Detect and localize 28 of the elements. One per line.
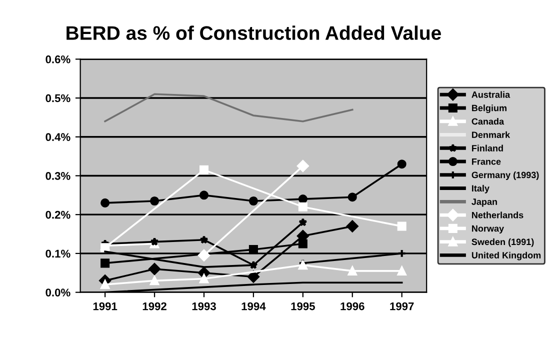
legend-label: Germany (1993): [472, 172, 539, 180]
x-tick-label: 1997: [390, 302, 414, 310]
x-tick-label: 1996: [340, 302, 364, 310]
y-tick-label: 0.0%: [46, 288, 70, 296]
x-tick-label: 1991: [93, 302, 118, 310]
x-tick-label: 1993: [192, 302, 216, 310]
chart-title: BERD as % of Construction Added Value: [66, 26, 441, 40]
legend-label: Australia: [472, 91, 510, 98]
x-tick-label: 1994: [242, 302, 266, 310]
y-tick-label: 0.3%: [46, 172, 70, 180]
y-tick-label: 0.5%: [46, 94, 70, 102]
y-tick-label: 0.1%: [46, 250, 70, 258]
legend-label: Denmark: [472, 131, 510, 138]
legend-label: Italy: [472, 184, 490, 194]
legend-label: Norway: [472, 225, 504, 234]
x-tick-label: 1995: [291, 302, 315, 310]
legend-label: Belgium: [472, 104, 506, 114]
legend-label: Finland: [472, 144, 503, 152]
legend-label: Sweden (1991): [472, 238, 534, 247]
legend-label: Japan: [472, 198, 497, 207]
legend-label: Canada: [472, 118, 504, 125]
x-tick-label: 1992: [142, 302, 166, 310]
legend-label: United Kingdom: [472, 252, 541, 260]
y-tick-label: 0.4%: [46, 133, 70, 142]
legend-label: Netherlands: [472, 212, 524, 218]
legend-label: France: [472, 158, 501, 165]
y-tick-label: 0.6%: [46, 55, 70, 64]
y-tick-label: 0.2%: [46, 210, 70, 219]
